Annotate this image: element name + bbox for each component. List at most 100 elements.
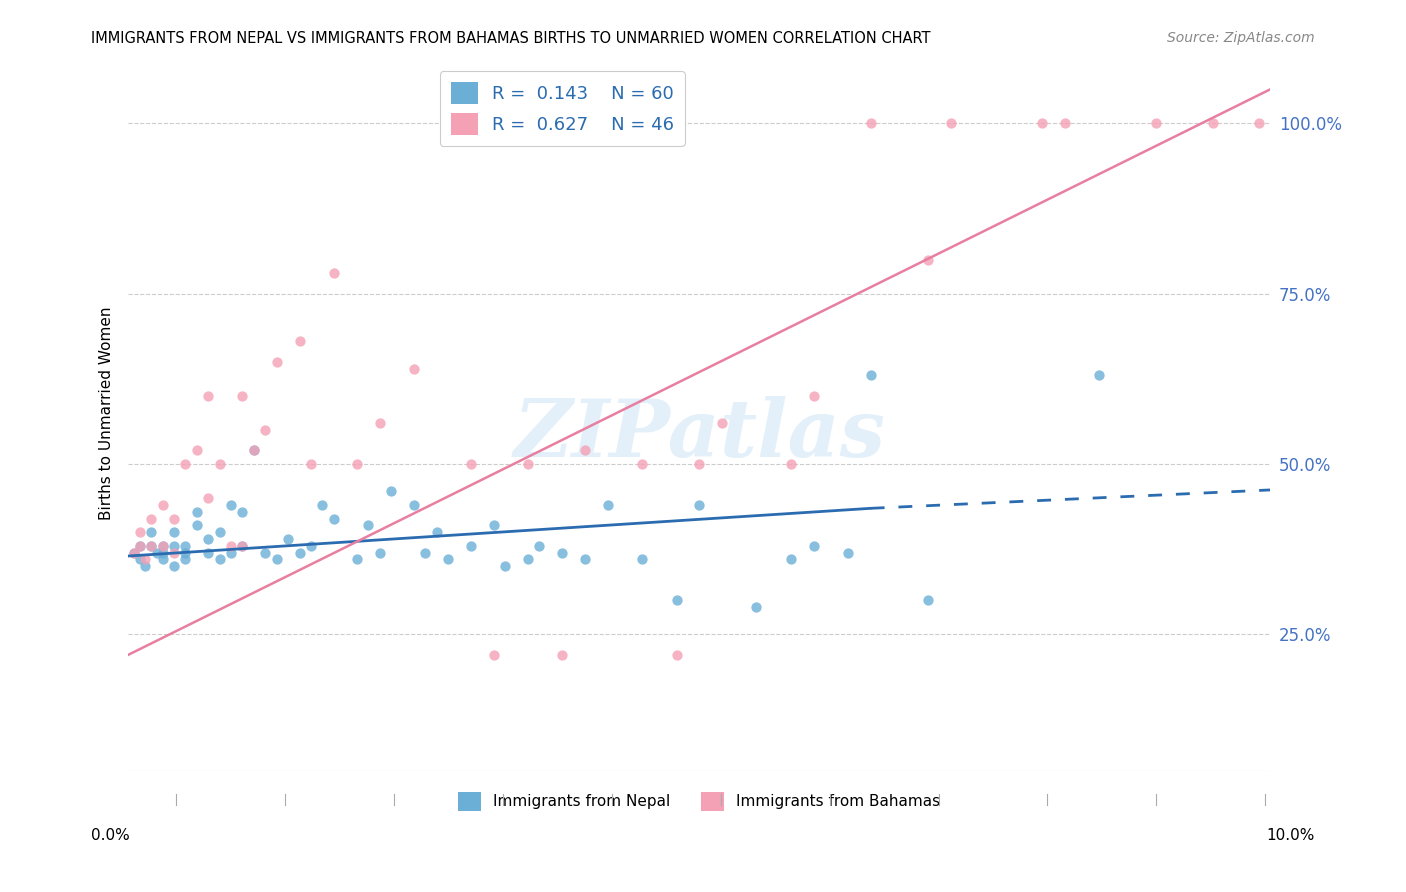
Text: IMMIGRANTS FROM NEPAL VS IMMIGRANTS FROM BAHAMAS BIRTHS TO UNMARRIED WOMEN CORRE: IMMIGRANTS FROM NEPAL VS IMMIGRANTS FROM… (91, 31, 931, 46)
Point (517, 457, 540, 471)
Point (122, 546, 145, 560)
Point (745, 600, 768, 615)
Point (288, 546, 311, 560)
Point (596, 498, 619, 512)
Point (128, 552, 150, 566)
Point (152, 552, 174, 566)
Point (254, 546, 277, 560)
Point (1202, 116, 1225, 130)
Point (219, 546, 242, 560)
Point (346, 552, 368, 566)
Point (208, 525, 231, 540)
Point (231, 539, 253, 553)
Point (163, 525, 186, 540)
Point (174, 539, 197, 553)
Point (277, 532, 299, 546)
Point (122, 546, 145, 560)
Point (413, 546, 436, 560)
Point (837, 546, 859, 560)
Point (426, 525, 449, 540)
Point (266, 552, 288, 566)
Point (128, 525, 150, 540)
Point (859, 116, 882, 130)
Point (139, 539, 162, 553)
Point (1144, 116, 1167, 130)
Point (368, 416, 391, 430)
Point (186, 505, 208, 519)
Legend: Immigrants from Nepal, Immigrants from Bahamas: Immigrants from Nepal, Immigrants from B… (453, 786, 946, 817)
Point (139, 525, 162, 540)
Point (460, 539, 482, 553)
Point (803, 389, 825, 403)
Point (288, 334, 311, 349)
Point (688, 498, 710, 512)
Point (346, 457, 368, 471)
Point (134, 559, 156, 574)
Text: ZIPatlas: ZIPatlas (513, 396, 886, 473)
Point (219, 498, 242, 512)
Point (208, 552, 231, 566)
Text: 0.0%: 0.0% (91, 828, 131, 843)
Point (197, 389, 219, 403)
Point (917, 593, 939, 607)
Point (311, 498, 333, 512)
Point (779, 552, 801, 566)
Point (219, 539, 242, 553)
Point (186, 443, 208, 458)
Point (665, 648, 688, 662)
Point (243, 443, 266, 458)
Point (322, 266, 344, 280)
Text: 10.0%: 10.0% (1267, 828, 1315, 843)
Text: Source: ZipAtlas.com: Source: ZipAtlas.com (1167, 31, 1315, 45)
Point (574, 552, 596, 566)
Point (402, 361, 425, 376)
Point (357, 518, 380, 533)
Point (197, 491, 219, 505)
Y-axis label: Births to Unmarried Women: Births to Unmarried Women (100, 306, 114, 520)
Point (380, 484, 402, 499)
Point (152, 546, 174, 560)
Point (139, 539, 162, 553)
Point (460, 457, 482, 471)
Point (859, 368, 882, 383)
Point (174, 546, 197, 560)
Point (254, 423, 277, 437)
Point (551, 648, 574, 662)
Point (208, 457, 231, 471)
Point (665, 593, 688, 607)
Point (128, 539, 150, 553)
Point (139, 511, 162, 525)
Point (134, 552, 156, 566)
Point (322, 511, 344, 525)
Point (574, 443, 596, 458)
Point (688, 457, 710, 471)
Point (299, 539, 322, 553)
Point (231, 505, 253, 519)
Point (551, 546, 574, 560)
Point (231, 389, 253, 403)
Point (128, 539, 150, 553)
Point (243, 443, 266, 458)
Point (482, 648, 505, 662)
Point (437, 552, 460, 566)
Point (1088, 368, 1111, 383)
Point (517, 552, 540, 566)
Point (482, 518, 505, 533)
Point (152, 498, 174, 512)
Point (1031, 116, 1053, 130)
Point (231, 539, 253, 553)
Point (186, 518, 208, 533)
Point (711, 416, 734, 430)
Point (197, 546, 219, 560)
Point (146, 546, 169, 560)
Point (299, 457, 322, 471)
Point (1053, 116, 1076, 130)
Point (152, 539, 174, 553)
Point (266, 355, 288, 369)
Point (779, 457, 801, 471)
Point (197, 532, 219, 546)
Point (402, 498, 425, 512)
Point (174, 552, 197, 566)
Point (939, 116, 962, 130)
Point (163, 539, 186, 553)
